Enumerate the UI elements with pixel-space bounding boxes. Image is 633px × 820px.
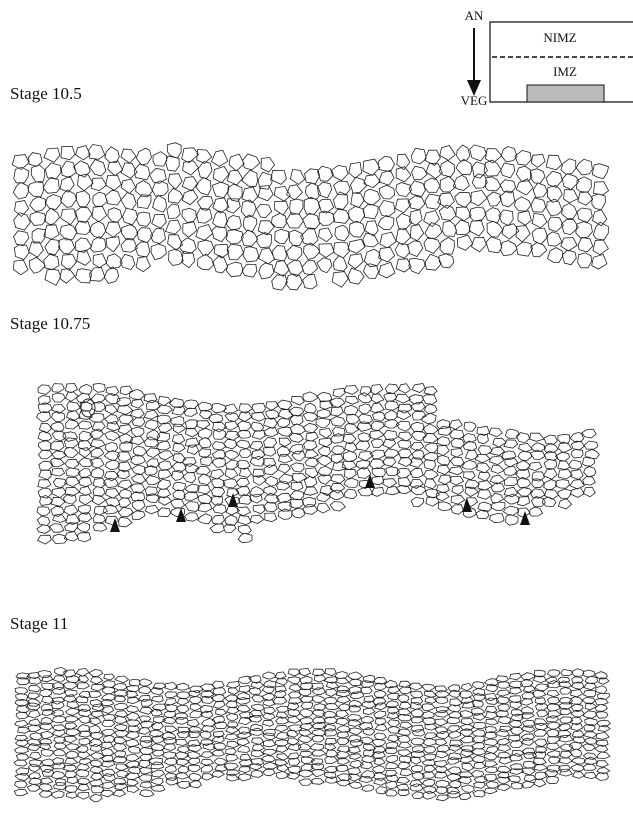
imz-label: IMZ (553, 64, 577, 79)
arrowhead (462, 498, 472, 512)
cell-tracing (37, 383, 600, 544)
cell-tracing (14, 667, 610, 801)
panel-label: Stage 11 (10, 614, 68, 633)
panel-label: Stage 10.75 (10, 314, 90, 333)
veg-label: VEG (461, 93, 488, 108)
cell-tracing (12, 143, 608, 291)
an-label: AN (465, 8, 484, 23)
arrowhead (228, 493, 238, 507)
imz-region (527, 85, 604, 102)
arrowhead (365, 474, 375, 488)
nimz-label: NIMZ (543, 30, 576, 45)
panel-label: Stage 10.5 (10, 84, 82, 103)
figure: AN VEG NIMZ IMZ Stage 10.5 Stage 10.75 S… (0, 0, 633, 820)
inset-diagram: AN VEG NIMZ IMZ (461, 8, 633, 108)
arrowheads (110, 474, 530, 532)
arrowhead (520, 511, 530, 525)
